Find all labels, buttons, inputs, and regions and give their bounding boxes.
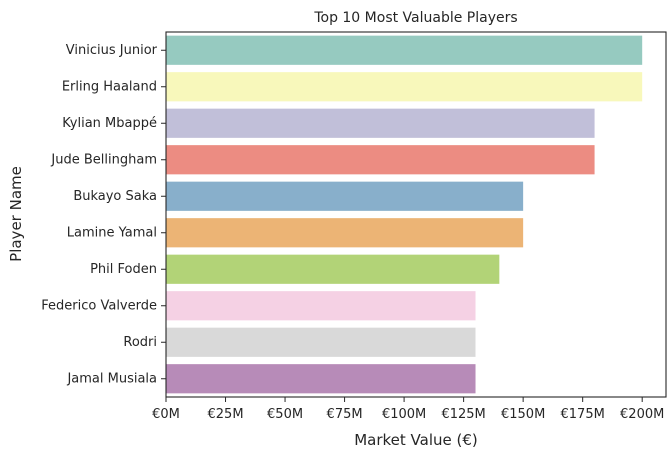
y-tick-label: Rodri bbox=[123, 335, 157, 350]
bar-rodri bbox=[166, 327, 476, 357]
bar-federico-valverde bbox=[166, 291, 476, 321]
x-tick-label: €0M bbox=[152, 407, 180, 422]
bars-group bbox=[166, 35, 643, 394]
y-tick-label: Phil Foden bbox=[90, 262, 157, 277]
x-tick-label: €125M bbox=[441, 407, 485, 422]
y-tick-label: Jude Bellingham bbox=[50, 152, 157, 167]
x-tick-label: €50M bbox=[267, 407, 303, 422]
bar-vinicius-junior bbox=[166, 35, 643, 65]
bar-bukayo-saka bbox=[166, 181, 524, 211]
x-axis-label: Market Value (€) bbox=[354, 431, 478, 449]
bar-kylian-mbappe bbox=[166, 108, 595, 138]
x-tick-label: €200M bbox=[620, 407, 664, 422]
y-tick-label: Bukayo Saka bbox=[73, 189, 157, 204]
y-tick-label: Erling Haaland bbox=[62, 79, 157, 94]
bar-erling-haaland bbox=[166, 72, 643, 102]
bar-jude-bellingham bbox=[166, 145, 595, 175]
chart-title: Top 10 Most Valuable Players bbox=[313, 10, 517, 26]
x-tick-label: €150M bbox=[501, 407, 545, 422]
y-tick-label: Federico Valverde bbox=[41, 298, 157, 313]
y-axis-ticks: Vinicius Junior Erling Haaland Kylian Mbap… bbox=[41, 43, 166, 386]
y-tick-label: Kylian Mbappé bbox=[62, 116, 157, 131]
bar-lamine-yamal bbox=[166, 218, 524, 248]
x-tick-label: €75M bbox=[327, 407, 363, 422]
y-tick-label: Jamal Musiala bbox=[66, 371, 157, 386]
x-axis-ticks: €0M €25M €50M €75M €100M €125M €150M €175M €200M bbox=[152, 397, 664, 422]
y-tick-label: Lamine Yamal bbox=[67, 225, 157, 240]
x-tick-label: €175M bbox=[561, 407, 605, 422]
y-axis-label: Player Name bbox=[7, 166, 25, 262]
bar-phil-foden bbox=[166, 254, 500, 284]
x-tick-label: €100M bbox=[382, 407, 426, 422]
plot-frame bbox=[165, 31, 667, 398]
bar-jamal-musiala bbox=[166, 364, 476, 394]
y-tick-label: Vinicius Junior bbox=[66, 43, 158, 58]
x-tick-label: €25M bbox=[208, 407, 244, 422]
